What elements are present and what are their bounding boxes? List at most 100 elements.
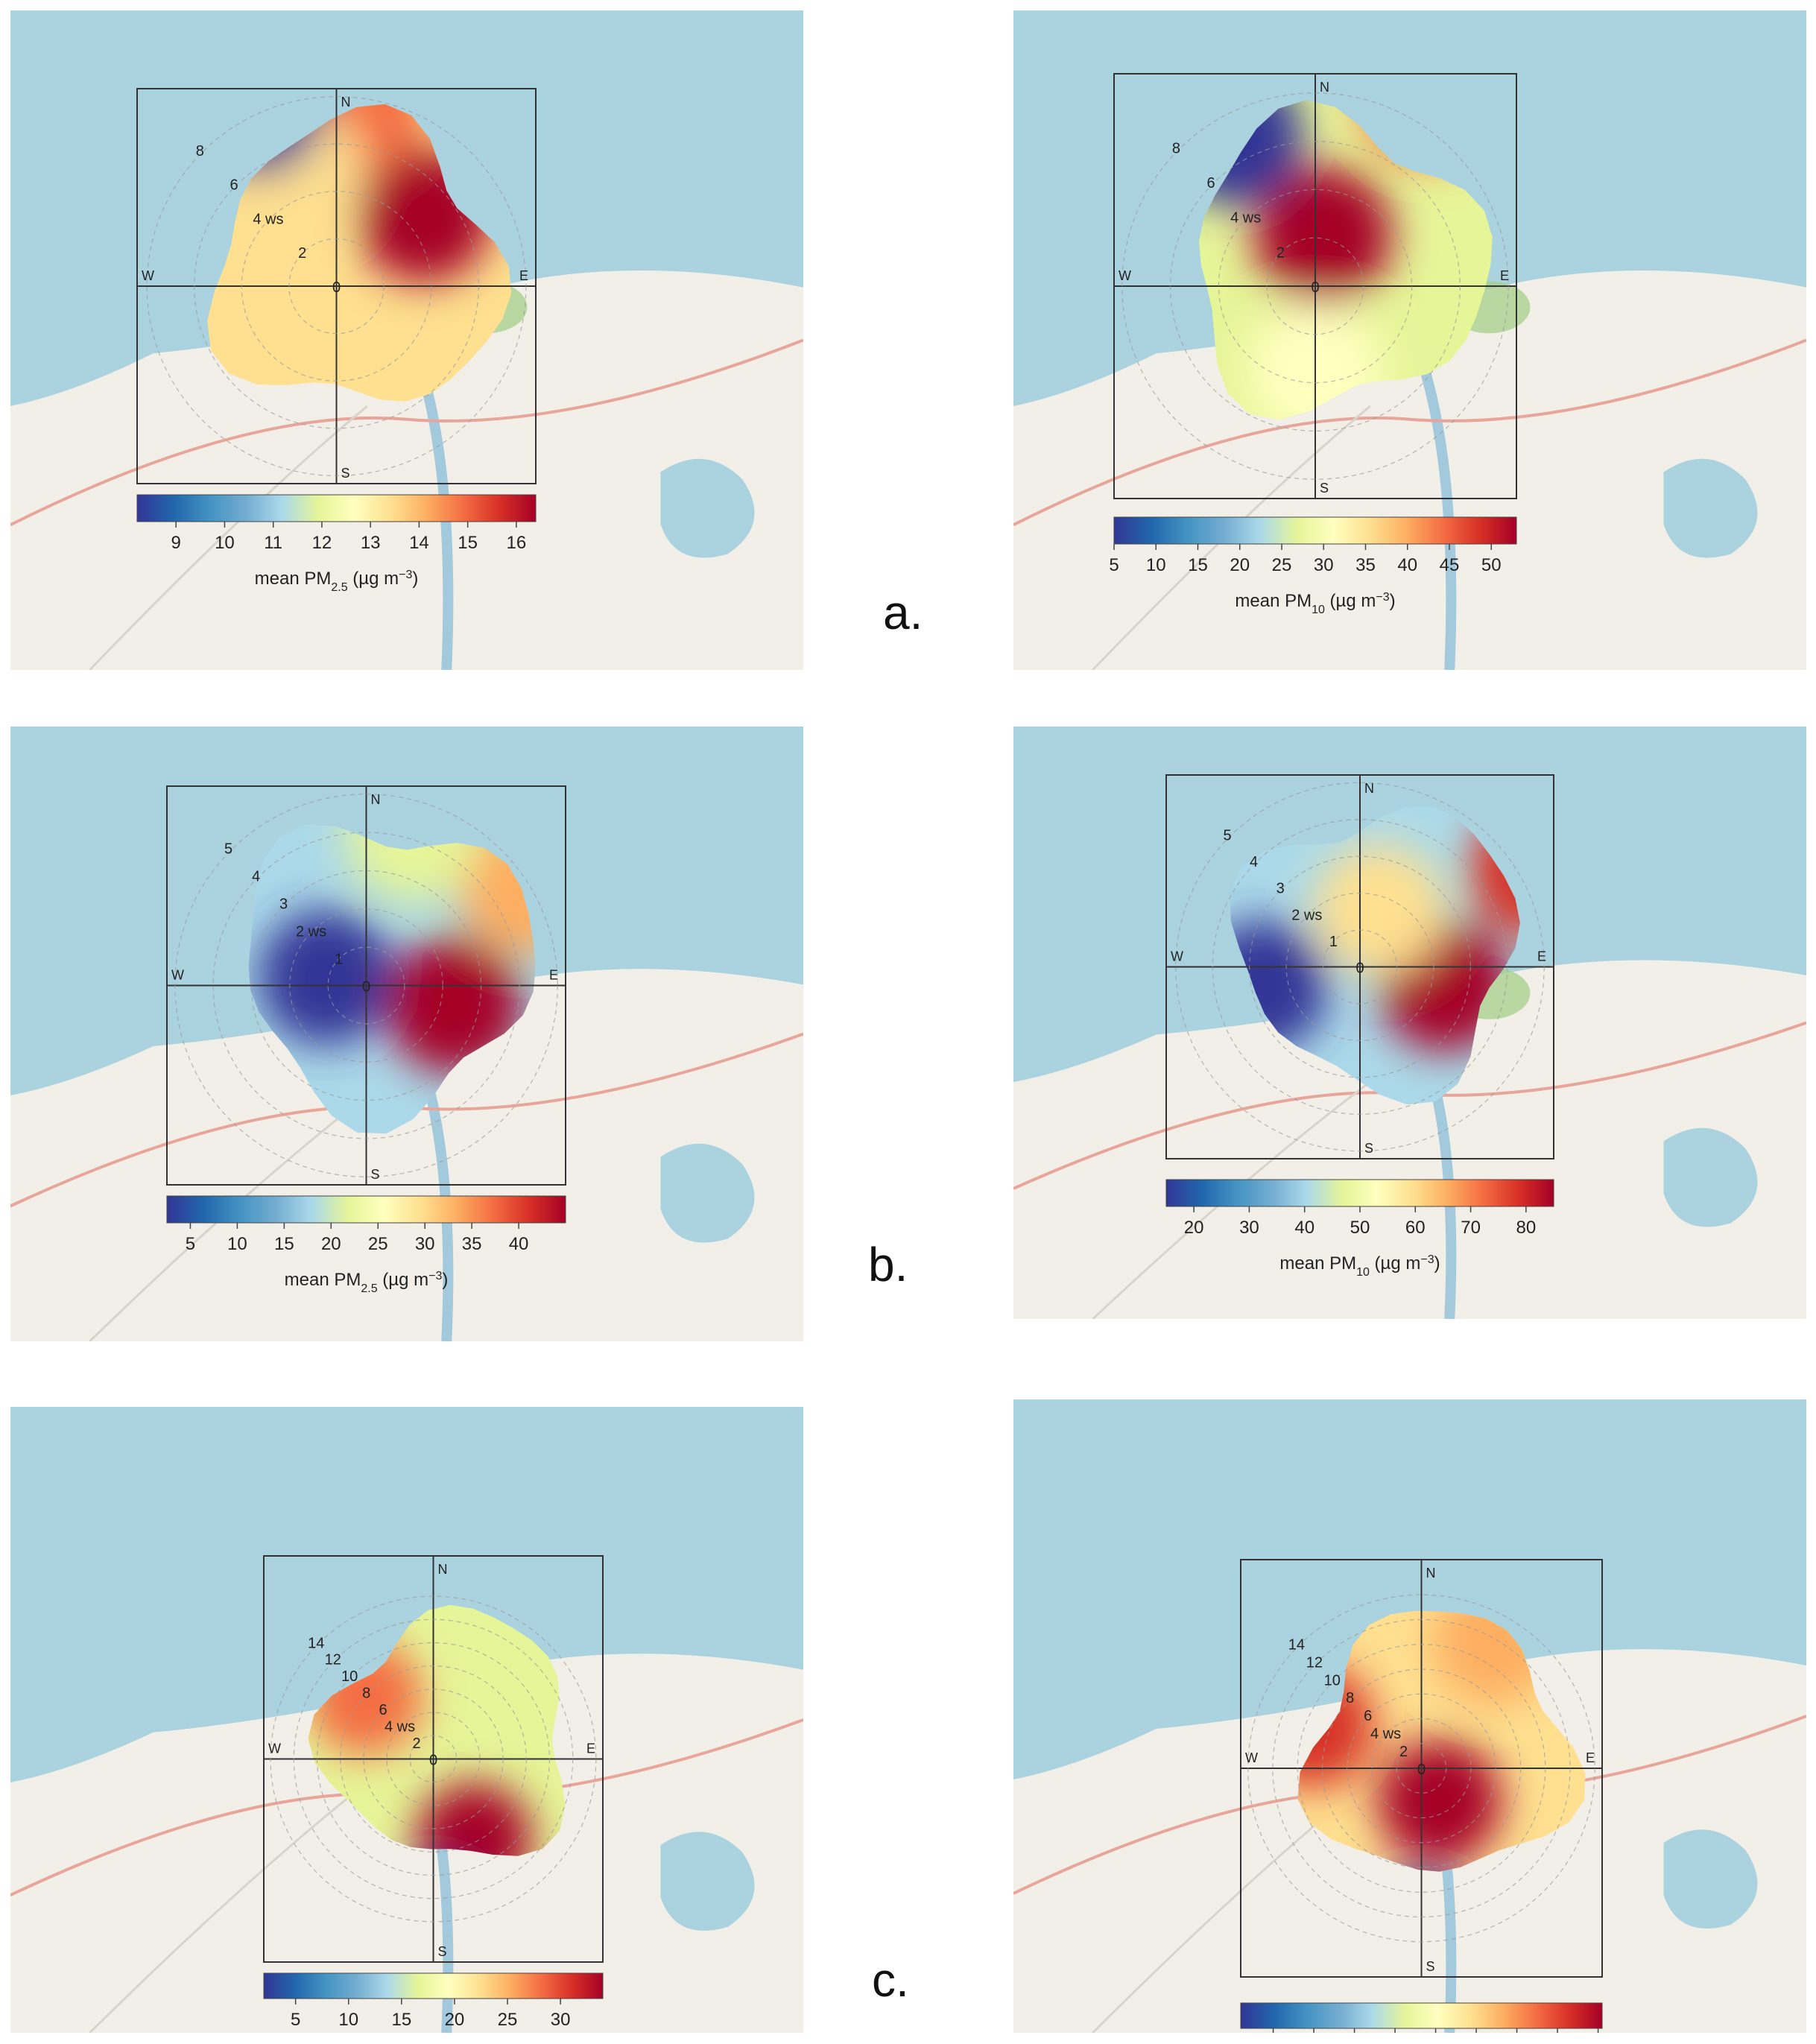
ring-label: 4 ws bbox=[253, 211, 283, 227]
ws-ring bbox=[1266, 237, 1364, 335]
ws-ring bbox=[293, 1619, 574, 1899]
ws-ring bbox=[1371, 1718, 1472, 1819]
ws-ring bbox=[1247, 1594, 1595, 1943]
compass-east: E bbox=[1500, 268, 1509, 283]
ws-ring bbox=[1212, 819, 1508, 1115]
ws-ring bbox=[241, 191, 432, 382]
colorbar-tick-label: 16 bbox=[507, 533, 527, 553]
ws-ring bbox=[1121, 92, 1509, 480]
compass-north: N bbox=[1364, 781, 1374, 796]
concentration-hotspot bbox=[1314, 844, 1445, 975]
ring-label: 2 bbox=[1276, 244, 1285, 261]
ring-label: 0 bbox=[1417, 1762, 1426, 1778]
ring-label: 5 bbox=[1223, 828, 1231, 844]
ring-label: 3 bbox=[279, 896, 288, 913]
compass-west: W bbox=[1245, 1750, 1258, 1765]
colorbar-tick-label: 25 bbox=[1272, 555, 1292, 575]
ws-ring bbox=[270, 1595, 597, 1923]
colorbar-tick-label: 13 bbox=[361, 533, 381, 553]
ws-ring bbox=[1347, 1693, 1496, 1844]
colorbar-tick-label: 30 bbox=[551, 2010, 571, 2030]
colorbar-tick-label: 60 bbox=[1405, 1218, 1426, 1238]
colorbar-tick-label: 40 bbox=[509, 1234, 529, 1254]
colorbar-axis-label: mean PM10 (µg m−3) bbox=[1279, 1253, 1440, 1279]
ws-ring bbox=[146, 96, 527, 476]
compass-north: N bbox=[438, 1562, 448, 1577]
compass-south: S bbox=[1320, 481, 1329, 496]
ring-label: 2 ws bbox=[296, 924, 326, 940]
map-lake bbox=[1663, 1829, 1758, 1928]
ring-label: 1 bbox=[335, 952, 343, 968]
ws-ring bbox=[194, 143, 479, 429]
colorbar-tick-label: 12 bbox=[312, 533, 332, 553]
ws-ring bbox=[1218, 189, 1413, 384]
ws-ring bbox=[1297, 1644, 1546, 1893]
ws-ring bbox=[1170, 141, 1461, 431]
ring-label: 4 ws bbox=[1230, 210, 1261, 227]
compass-east: E bbox=[549, 968, 558, 983]
concentration-hotspot bbox=[259, 909, 394, 1045]
ring-label: 0 bbox=[332, 279, 341, 296]
concentration-hotspot bbox=[416, 1782, 532, 1856]
ws-ring bbox=[363, 1689, 504, 1829]
ws-ring bbox=[386, 1712, 481, 1806]
colorbar-tick-label: 15 bbox=[274, 1234, 294, 1254]
compass-west: W bbox=[142, 268, 154, 283]
colorbar bbox=[136, 494, 537, 522]
colorbar-tick-label: 20 bbox=[1230, 555, 1250, 575]
compass-east: E bbox=[586, 1741, 595, 1756]
panel-a-pm25: 8 6 4 ws 2 0 N S E W 9 10 11 12 13 14 15 16 mean PM2.5 (µ… bbox=[10, 10, 803, 670]
panel-b-pm10: 5 4 3 2 ws 1 0 N S E W 20 30 40 50 60 70 80 mean PM10 (µg… bbox=[1013, 727, 1806, 1319]
ring-label: 6 bbox=[1206, 175, 1215, 192]
colorbar-tick-label: 30 bbox=[415, 1234, 435, 1254]
colorbar-tick-label: 15 bbox=[458, 533, 478, 553]
ring-label: 0 bbox=[429, 1753, 437, 1769]
colorbar-tick-label: 10 bbox=[215, 533, 235, 553]
ring-label: 10 bbox=[1324, 1672, 1341, 1689]
ring-label: 4 ws bbox=[1370, 1726, 1401, 1742]
colorbar-tick-label: 11 bbox=[264, 533, 282, 553]
compass-north: N bbox=[1426, 1566, 1436, 1581]
ring-label: 12 bbox=[325, 1652, 341, 1668]
colorbar-tick-label: 50 bbox=[1350, 1218, 1370, 1238]
ws-ring bbox=[409, 1735, 458, 1783]
map-lake bbox=[660, 1143, 755, 1243]
colorbar bbox=[166, 1195, 566, 1224]
ring-label: 3 bbox=[1276, 881, 1285, 897]
compass-west: W bbox=[268, 1741, 281, 1756]
ws-ring bbox=[316, 1642, 551, 1876]
ring-label: 4 ws bbox=[385, 1719, 415, 1735]
colorbar-tick-label: 15 bbox=[391, 2010, 411, 2030]
colorbar-tick-label: 15 bbox=[1188, 555, 1208, 575]
row-label-c: c. bbox=[872, 1953, 909, 2007]
ws-ring bbox=[1396, 1743, 1447, 1794]
ws-ring bbox=[340, 1665, 527, 1852]
ring-label: 0 bbox=[1355, 961, 1364, 977]
colorbar-tick-label: 35 bbox=[462, 1234, 482, 1254]
colorbar-tick-label: 20 bbox=[445, 2010, 465, 2030]
ws-ring bbox=[289, 908, 443, 1063]
polar-plot-a-pm25: 8 6 4 ws 2 0 N S E W 9 10 11 12 13 14 15 16 mean PM2.5 (µ… bbox=[10, 10, 803, 670]
colorbar-tick-label: 40 bbox=[1397, 555, 1417, 575]
concentration-hotspot bbox=[1378, 1740, 1502, 1864]
colorbar-tick-label: 50 bbox=[1481, 555, 1502, 575]
ring-label: 10 bbox=[341, 1668, 358, 1685]
compass-south: S bbox=[1426, 1959, 1435, 1974]
ring-label: 6 bbox=[230, 177, 238, 194]
map-lake bbox=[1663, 458, 1758, 558]
colorbar bbox=[1113, 516, 1517, 545]
compass-west: W bbox=[1171, 949, 1183, 964]
ws-ring bbox=[1322, 929, 1398, 1004]
compass-north: N bbox=[341, 95, 351, 110]
colorbar-axis-label: mean PM2.5 (µg m−3) bbox=[285, 1270, 449, 1295]
compass-west: W bbox=[171, 968, 184, 983]
compass-east: E bbox=[1586, 1750, 1595, 1765]
map-river bbox=[1420, 371, 1457, 670]
colorbar bbox=[1165, 1179, 1554, 1207]
